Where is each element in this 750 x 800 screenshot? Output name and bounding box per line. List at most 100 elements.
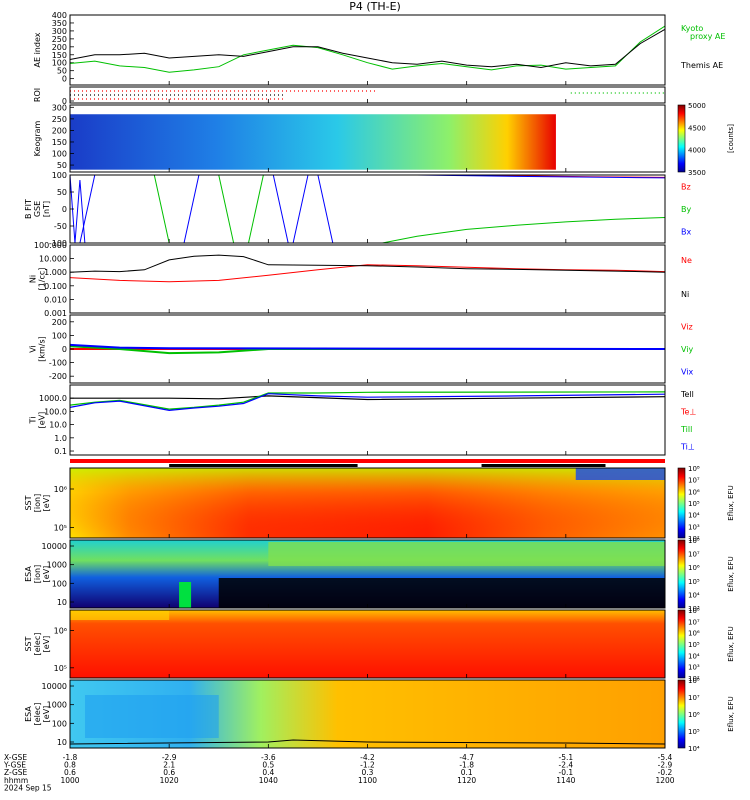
bfield-ytick-label: 100 <box>52 171 67 180</box>
density-ylabel: [1/cc] <box>38 268 47 291</box>
density-frame <box>69 244 666 314</box>
esa-ion-ytick-label: 100 <box>52 579 67 588</box>
ae-series-kyoto-proxy-ae <box>69 25 666 73</box>
ae-legend-label: proxy AE <box>690 32 725 41</box>
ae-legend-label: Themis AE <box>680 61 723 70</box>
ae-ytick-label: 300 <box>52 27 67 36</box>
keogram-ytick-label: 300 <box>52 103 67 112</box>
sst-elec-ytick-label: 10⁵ <box>54 664 67 673</box>
keogram-colorbar-tick: 4500 <box>688 124 706 132</box>
footer-value: -2.4 <box>559 761 574 770</box>
sst-elec-ylabel: SST <box>24 636 33 651</box>
footer-value: -4.7 <box>459 753 474 762</box>
ae-ytick-label: 50 <box>57 67 67 76</box>
velocity-legend-label: Viy <box>681 345 694 354</box>
footer-row-label: 2024 Sep 15 <box>4 783 52 792</box>
sst-ion-colorbar-tick: 10⁴ <box>688 512 700 520</box>
ae-frame <box>69 14 666 86</box>
ae-legend-label: Kyoto <box>681 24 703 33</box>
figure-title: P4 (TH-E) <box>349 0 401 13</box>
footer-value: 0.5 <box>262 761 274 770</box>
esa-elec-colorbar-label: Eflux, EFU <box>727 696 735 731</box>
ae-ytick-label: 200 <box>52 43 67 52</box>
footer-row-label: X-GSE <box>4 753 27 762</box>
esa-ion-ytick-label: 1000 <box>47 561 67 570</box>
esa-ion-ylabel: ESA <box>24 566 33 582</box>
roi-ylabel: ROI <box>33 88 42 102</box>
keogram-colorbar-label: [counts] <box>727 124 735 153</box>
temperature-ytick-label: 1.0 <box>54 434 67 443</box>
footer-value: 1040 <box>259 776 278 785</box>
velocity-legend-label: Vix <box>681 368 694 377</box>
sst-ion-colorbar-tick: 10⁵ <box>688 500 700 508</box>
keogram-colorbar-tick: 4000 <box>688 147 706 155</box>
bfield-legend-label: Bz <box>681 182 691 191</box>
bfield-transient-trace <box>272 175 289 243</box>
keogram-ytick-label: 200 <box>52 126 67 135</box>
velocity-series-vix <box>69 343 666 350</box>
sst-elec-colorbar <box>677 609 686 679</box>
footer-value: 1020 <box>160 776 179 785</box>
ae-ytick-label: 350 <box>52 19 67 28</box>
footer-value: -5.4 <box>658 753 673 762</box>
velocity-ytick-label: 200 <box>52 318 67 327</box>
bfield-ylabel: GSE <box>33 201 42 217</box>
keogram-ytick-label: 250 <box>52 115 67 124</box>
footer-value: 0.6 <box>163 768 175 777</box>
sst-ion-ylabel: [ion] <box>33 494 42 512</box>
sst-ion-low-flux-band <box>575 468 665 480</box>
footer-value: -2.9 <box>658 761 673 770</box>
ae-ytick-label: 400 <box>52 11 67 20</box>
esa-elec-ytick-label: 100 <box>52 719 67 728</box>
sst-elec-ytick-label: 10⁶ <box>54 626 67 635</box>
footer-value: 1000 <box>60 776 79 785</box>
temperature-legend-label: Tell <box>680 390 694 399</box>
esa-ion-colorbar <box>677 539 686 609</box>
keogram-ylabel: Keogram <box>33 120 42 156</box>
sst-elec-highenergy-band <box>70 610 170 620</box>
esa-ion-colorbar-tick: 10⁵ <box>688 578 700 586</box>
footer-value: -5.1 <box>559 753 574 762</box>
temperature-ylabel: [eV] <box>38 412 47 429</box>
roi-ytick-label: 0 <box>62 97 67 106</box>
density-ytick-label: 100.000 <box>34 241 67 250</box>
footer-value: 0.4 <box>262 768 274 777</box>
ae-series-themis-ae <box>69 28 666 69</box>
keogram-ytick-label: 50 <box>57 161 67 170</box>
footer-value: 2.1 <box>163 761 175 770</box>
density-series-ni <box>69 254 666 273</box>
footer-value: -0.1 <box>559 768 574 777</box>
footer-value: 1140 <box>556 776 575 785</box>
bfield-ytick-label: 0 <box>62 205 67 214</box>
bfield-series-bx <box>417 175 665 181</box>
mode-bar-black <box>481 464 606 467</box>
esa-elec-ylabel: [eV] <box>42 706 51 723</box>
footer-value: 1120 <box>457 776 476 785</box>
temperature-series-till <box>69 391 666 410</box>
esa-elec-colorbar-tick: 10⁵ <box>688 728 700 736</box>
density-legend-label: Ne <box>681 256 692 265</box>
temperature-series-tell <box>70 395 666 401</box>
ae-ytick-label: 150 <box>52 51 67 60</box>
bfield-ylabel: [nT] <box>42 201 51 217</box>
bfield-transient-trace <box>317 175 334 243</box>
esa-ion-colorbar-tick: 10⁶ <box>688 564 700 572</box>
footer-value: -3.6 <box>261 753 276 762</box>
keogram-colorbar <box>677 104 686 173</box>
density-ytick-label: 0.010 <box>44 295 67 304</box>
footer-value: 1100 <box>358 776 377 785</box>
footer-row-label: Y-GSE <box>3 761 26 770</box>
sst-ion-colorbar-label: Eflux, EFU <box>727 485 735 520</box>
sst-ion-ylabel: SST <box>24 495 33 510</box>
sst-ion-colorbar <box>677 467 686 539</box>
bfield-plot-area <box>70 175 665 243</box>
esa-elec-potential-line <box>69 739 666 745</box>
esa-elec-colorbar-tick: 10⁶ <box>688 711 700 719</box>
sst-elec-colorbar-tick: 10⁸ <box>688 607 700 615</box>
sst-elec-colorbar-tick: 10² <box>688 675 700 683</box>
esa-ion-colorbar-tick: 10⁴ <box>688 591 700 599</box>
bfield-transient-trace <box>183 175 200 243</box>
density-ytick-label: 10.000 <box>39 255 67 264</box>
bfield-ytick-label: -100 <box>49 239 67 248</box>
velocity-legend-label: Viz <box>681 322 693 331</box>
